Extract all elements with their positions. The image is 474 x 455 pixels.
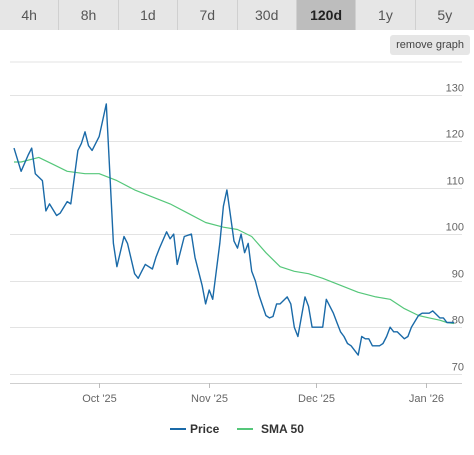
x-tick-label: Nov '25: [191, 393, 228, 405]
x-tick-label: Oct '25: [82, 393, 117, 405]
series-line-sma-50: [14, 156, 455, 325]
grid-lines: [10, 61, 462, 384]
chart-legend: Price SMA 50: [170, 422, 304, 436]
y-tick-label: 130: [446, 83, 464, 95]
legend-label-sma-50[interactable]: SMA 50: [261, 422, 304, 436]
range-tab-7d[interactable]: 7d: [178, 0, 238, 30]
range-tab-1y[interactable]: 1y: [356, 0, 416, 30]
range-tab-8h[interactable]: 8h: [59, 0, 119, 30]
x-axis-ticks: Oct '25 Nov '25 Dec '25 Jan '26: [82, 383, 444, 405]
range-tab-4h[interactable]: 4h: [0, 0, 60, 30]
series-line-price: [13, 103, 454, 356]
legend-label-price[interactable]: Price: [190, 422, 220, 436]
y-tick-label: 90: [452, 269, 464, 281]
range-tab-120d[interactable]: 120d: [296, 0, 357, 30]
y-tick-label: 110: [446, 176, 464, 188]
y-tick-label: 70: [452, 362, 464, 374]
range-tab-5y[interactable]: 5y: [437, 7, 453, 23]
range-tab-1d[interactable]: 1d: [119, 0, 179, 30]
y-tick-label: 120: [446, 129, 464, 141]
y-tick-label: 100: [446, 222, 464, 234]
y-tick-label: 80: [452, 315, 464, 327]
remove-graph-button[interactable]: remove graph: [390, 35, 470, 55]
range-tab-30d[interactable]: 30d: [238, 0, 297, 30]
range-tabs: 4h 8h 1d 7d 30d 120d 1y 5y: [0, 0, 474, 30]
x-tick-label: Jan '26: [409, 393, 444, 405]
y-axis-ticks: 70 80 90 100 110 120 130: [446, 83, 464, 374]
x-tick-label: Dec '25: [298, 393, 335, 405]
series-lines: [13, 103, 455, 356]
